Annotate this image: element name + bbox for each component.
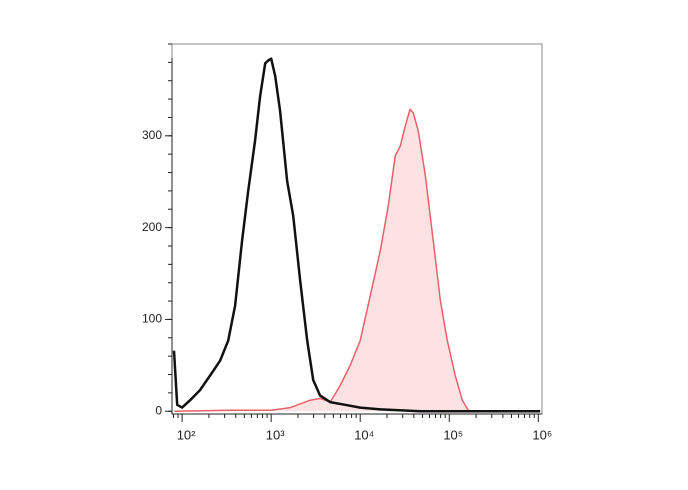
x-tick-label: 10³	[266, 427, 285, 442]
x-tick-label: 10²	[177, 427, 196, 442]
x-tick-label: 10⁶	[532, 427, 552, 442]
x-tick-label: 10⁵	[443, 427, 463, 442]
y-tick-label: 200	[142, 220, 162, 234]
histogram-line	[172, 57, 541, 413]
y-tick-label: 300	[142, 128, 162, 142]
histogram-area	[174, 109, 470, 412]
y-tick-label: 100	[142, 312, 162, 326]
y-tick-label: 0	[155, 403, 162, 417]
x-tick-label: 10⁴	[354, 427, 374, 442]
histogram-line	[174, 108, 471, 412]
